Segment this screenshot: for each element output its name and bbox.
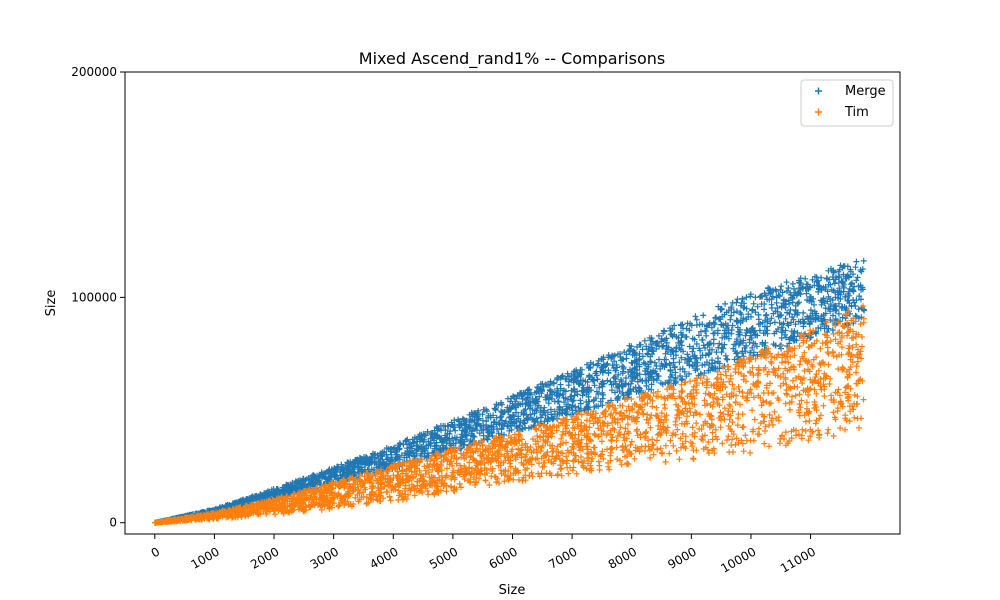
legend-marker	[815, 87, 822, 95]
legend: Merge Tim	[800, 79, 894, 127]
x-axis-label: Size	[499, 583, 526, 598]
legend-marker	[815, 108, 822, 116]
y-tick-label: 200000	[71, 65, 117, 79]
chart-title: Mixed Ascend_rand1% -- Comparisons	[359, 49, 665, 69]
legend-label: Merge	[845, 84, 886, 99]
legend-label: Tim	[844, 105, 869, 120]
y-tick-label: 0	[109, 516, 117, 530]
y-axis-label: Size	[44, 290, 59, 317]
points-layer	[151, 257, 868, 526]
legend-entries: Merge Tim	[815, 84, 886, 120]
legend-box	[800, 79, 894, 127]
series-points	[152, 303, 867, 526]
y-tick-label: 100000	[71, 290, 117, 304]
y-axis: 0 100000 200000	[71, 65, 125, 530]
series-tim	[152, 303, 867, 526]
